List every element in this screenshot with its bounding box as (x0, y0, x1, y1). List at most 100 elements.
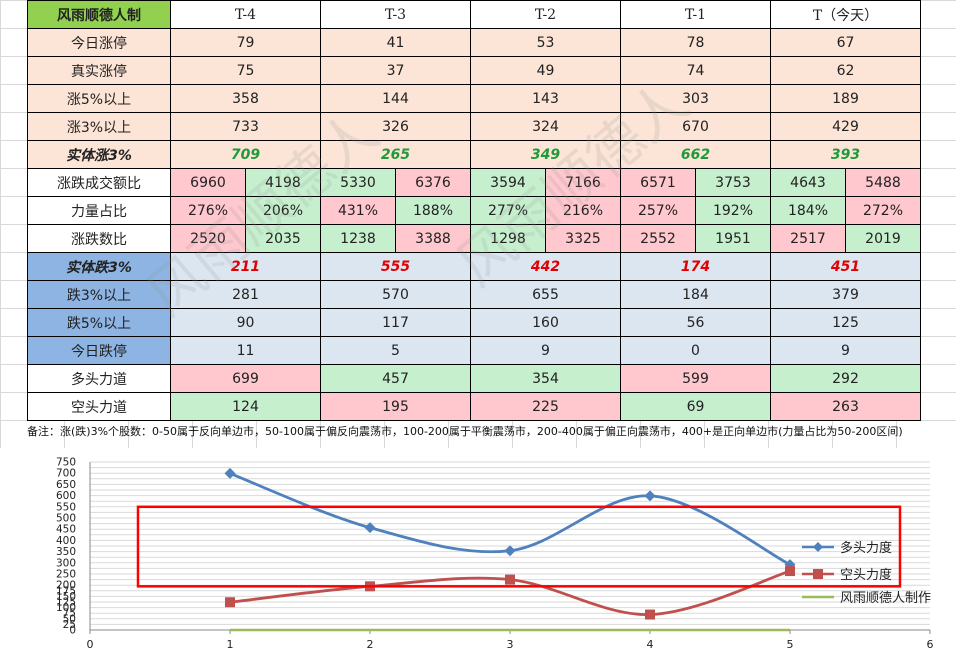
row-label: 空头力道 (27, 392, 171, 421)
value-cell: 281 (170, 280, 321, 309)
up-value-cell: 6571 (620, 168, 696, 197)
down-value-cell: 4198 (245, 168, 321, 197)
table-row: 实体跌3% 211 555 442 174 451 (27, 252, 921, 281)
up-value-cell: 277% (470, 196, 546, 225)
legend-label: 多头力度 (840, 540, 892, 556)
spreadsheet-area: 风雨顺德人制 T-4 T-3 T-2 T-1 T（今天） 今日涨停 79 41 53 78 67 真实涨… (0, 0, 956, 448)
table-title: 风雨顺德人制 (27, 0, 171, 29)
value-cell: 324 (470, 112, 621, 141)
up-value-cell: 276% (170, 196, 246, 225)
value-cell: 599 (620, 364, 771, 393)
solid-down-value: 442 (530, 258, 561, 275)
column-header: T-4 (170, 0, 321, 29)
y-tick-label: 50 (63, 613, 76, 625)
x-tick-label: 6 (927, 638, 934, 651)
x-tick-label: 2 (367, 638, 374, 651)
value-cell: 393 (770, 140, 921, 169)
row-label: 涨跌数比 (27, 224, 171, 253)
table-row: 今日跌停 11 5 9 0 9 (27, 336, 921, 365)
table-row: 空头力道 124 195 225 69 263 (27, 392, 921, 421)
row-label: 多头力道 (27, 364, 171, 393)
down-value-cell: 3388 (395, 224, 471, 253)
value-cell: 379 (770, 280, 921, 309)
data-point (785, 566, 795, 577)
y-tick-label: 0 (69, 625, 76, 637)
value-cell: 733 (170, 112, 321, 141)
data-point (504, 545, 516, 557)
row-label: 涨5%以上 (27, 84, 171, 113)
up-value-cell: 2552 (620, 224, 696, 253)
row-label: 实体涨3% (27, 140, 171, 169)
value-cell: 37 (320, 56, 471, 85)
down-value-cell: 3325 (545, 224, 621, 253)
up-value-cell: 1238 (320, 224, 396, 253)
table-row: 力量占比 276% 206% 431% 188% 277% 216% 257% 192% 184%… (27, 196, 921, 225)
y-tick-label: 100 (56, 602, 76, 614)
y-tick-label: 175 (56, 585, 76, 597)
value-cell: 41 (320, 28, 471, 57)
value-cell: 62 (770, 56, 921, 85)
y-tick-label: 600 (56, 490, 76, 502)
table-row: 实体涨3% 709 265 349 662 393 (27, 140, 921, 169)
value-cell: 117 (320, 308, 471, 337)
down-value-cell: 3753 (695, 168, 771, 197)
value-cell: 90 (170, 308, 321, 337)
value-cell: 144 (320, 84, 471, 113)
solid-down-value: 211 (230, 258, 261, 275)
table-row: 跌5%以上 90 117 160 56 125 (27, 308, 921, 337)
value-cell: 326 (320, 112, 471, 141)
x-tick-label: 3 (507, 638, 514, 651)
row-label: 力量占比 (27, 196, 171, 225)
value-cell: 303 (620, 84, 771, 113)
value-cell: 56 (620, 308, 771, 337)
down-value-cell: 206% (245, 196, 321, 225)
value-cell: 79 (170, 28, 321, 57)
legend-marker (813, 542, 823, 552)
solid-down-value: 174 (680, 258, 711, 275)
down-value-cell: 272% (845, 196, 921, 225)
up-value-cell: 2520 (170, 224, 246, 253)
data-point (225, 597, 235, 608)
solid-down-value: 555 (380, 258, 411, 275)
y-tick-label: 350 (56, 546, 76, 558)
up-value-cell: 2517 (770, 224, 846, 253)
down-value-cell: 5488 (845, 168, 921, 197)
solid-up-value: 662 (680, 146, 711, 163)
y-tick-label: 450 (56, 524, 76, 536)
legend-marker (813, 569, 823, 579)
highlight-box (136, 505, 902, 588)
row-label: 跌3%以上 (27, 280, 171, 309)
value-cell: 429 (770, 112, 921, 141)
data-point (224, 467, 236, 479)
y-tick-label: 75 (63, 608, 76, 620)
table-row: 跌3%以上 281 570 655 184 379 (27, 280, 921, 309)
y-tick-label: 125 (56, 597, 76, 609)
down-value-cell: 216% (545, 196, 621, 225)
y-tick-label: 750 (56, 457, 76, 469)
down-value-cell: 6376 (395, 168, 471, 197)
table-row: 涨跌成交额比 6960 4198 5330 6376 3594 7166 6571 3753 46… (27, 168, 921, 197)
table-row: 今日涨停 79 41 53 78 67 (27, 28, 921, 57)
table-row: 涨3%以上 733 326 324 670 429 (27, 112, 921, 141)
value-cell: 78 (620, 28, 771, 57)
value-cell: 451 (770, 252, 921, 281)
value-cell: 699 (170, 364, 321, 393)
down-value-cell: 192% (695, 196, 771, 225)
solid-down-value: 451 (830, 258, 861, 275)
down-value-cell: 7166 (545, 168, 621, 197)
row-label: 今日跌停 (27, 336, 171, 365)
column-header: T-1 (620, 0, 771, 29)
value-cell: 143 (470, 84, 621, 113)
data-point (505, 574, 515, 585)
value-cell: 75 (170, 56, 321, 85)
value-cell: 354 (470, 364, 621, 393)
value-cell: 125 (770, 308, 921, 337)
data-point (645, 609, 655, 620)
value-cell: 124 (170, 392, 321, 421)
value-cell: 211 (170, 252, 321, 281)
column-header: T（今天） (770, 0, 921, 29)
value-cell: 189 (770, 84, 921, 113)
table-row: 真实涨停 75 37 49 74 62 (27, 56, 921, 85)
footnote: 备注：涨(跌)3%个股数：0-50属于反向单边市，50-100属于偏反向震荡市，… (27, 425, 903, 438)
value-cell: 49 (470, 56, 621, 85)
